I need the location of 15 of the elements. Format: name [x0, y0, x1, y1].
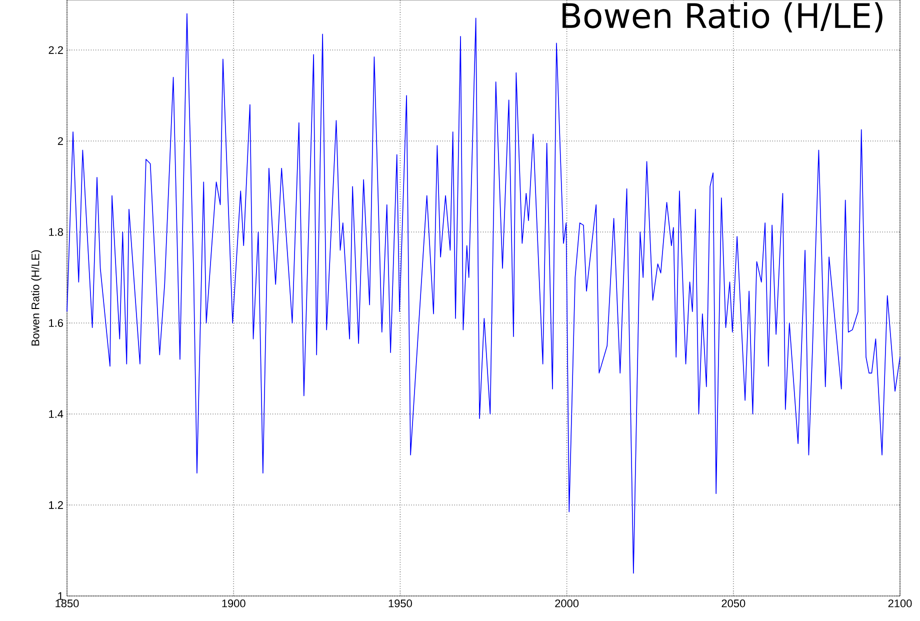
y-tick-label: 1.8 — [49, 228, 64, 236]
y-axis-title: Bowen Ratio (H/LE) — [31, 250, 42, 346]
y-tick-label: 1.2 — [49, 501, 63, 509]
x-tick-label: 2050 — [722, 600, 746, 608]
y-tick-label: 2 — [58, 137, 63, 145]
x-tick-label: 1900 — [222, 600, 246, 608]
x-tick-label: 1850 — [56, 600, 79, 608]
x-tick-label: 2000 — [555, 600, 579, 608]
chart-title: Bowen Ratio (H/LE) — [562, 2, 882, 32]
y-tick-label: 1 — [58, 592, 63, 600]
y-tick-label: 2.2 — [48, 46, 63, 54]
x-tick-label: 1950 — [388, 600, 412, 608]
y-tick-label: 1.4 — [49, 410, 64, 418]
y-tick-label: 1.6 — [49, 319, 64, 327]
x-tick-label: 2100 — [888, 600, 912, 608]
